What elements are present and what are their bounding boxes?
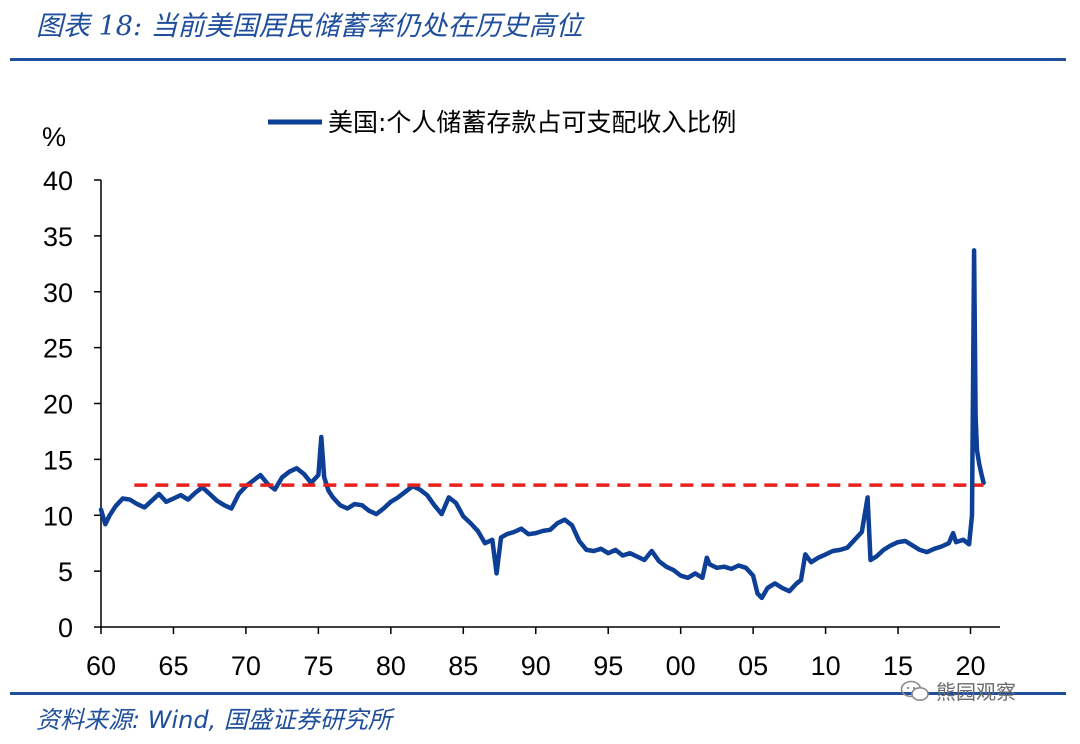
x-tick-label: 70: [231, 651, 261, 681]
wechat-icon: [900, 680, 929, 701]
y-axis-unit: %: [42, 122, 66, 152]
y-axis-ticks: 0 5 10 15 20 25 30 35 40: [43, 166, 101, 643]
x-tick-label: 75: [303, 651, 333, 681]
title-divider: [10, 58, 1066, 61]
x-tick-label: 65: [158, 651, 188, 681]
x-tick-label: 85: [448, 651, 478, 681]
watermark-text: 熊园观察: [936, 680, 1016, 704]
x-tick-label: 00: [666, 651, 696, 681]
x-tick-label: 05: [738, 651, 768, 681]
y-tick-label: 30: [43, 278, 73, 308]
y-tick-label: 15: [43, 445, 73, 475]
x-tick-label: 10: [811, 651, 841, 681]
legend-label: 美国:个人储蓄存款占可支配收入比例: [328, 108, 736, 137]
watermark: 熊园观察: [900, 676, 1016, 705]
y-tick-label: 10: [43, 501, 73, 531]
y-tick-label: 5: [58, 557, 73, 587]
x-tick-label: 20: [955, 651, 985, 681]
y-tick-label: 40: [43, 166, 73, 196]
y-tick-label: 25: [43, 334, 73, 364]
series-line-savings-rate: [98, 248, 986, 601]
x-tick-label: 60: [86, 651, 116, 681]
x-tick-label: 95: [593, 651, 623, 681]
x-axis-ticks: 60 65 70 75 80 85 90 95 00 05 10 15 20: [86, 627, 986, 681]
y-tick-label: 35: [43, 222, 73, 252]
plot-area: [98, 248, 986, 601]
y-tick-label: 0: [58, 613, 73, 643]
x-tick-label: 90: [521, 651, 551, 681]
footer-divider: [10, 692, 1066, 695]
y-tick-label: 20: [43, 390, 73, 420]
x-tick-label: 15: [883, 651, 913, 681]
figure-title: 图表 18: 当前美国居民储蓄率仍处在历史高位: [36, 11, 583, 42]
x-tick-label: 80: [376, 651, 406, 681]
source-note: 资料来源: Wind, 国盛证券研究所: [36, 706, 392, 734]
